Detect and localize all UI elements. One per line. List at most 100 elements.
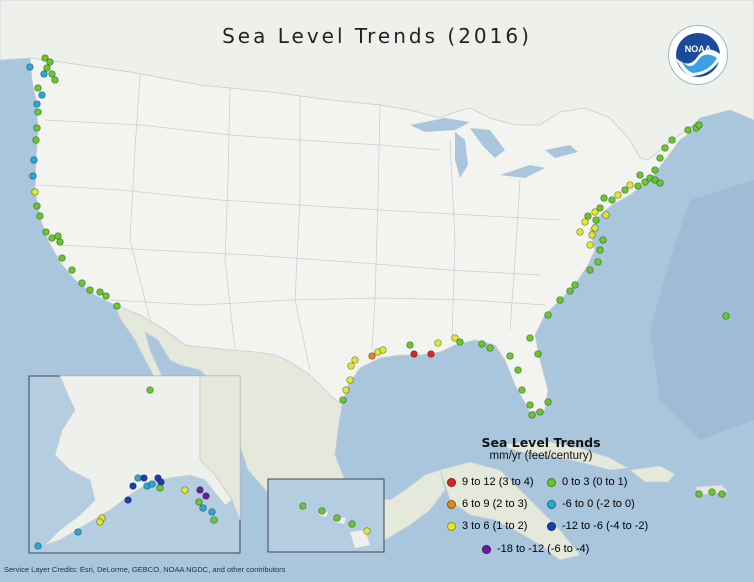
station-marker[interactable] <box>102 292 110 300</box>
station-marker[interactable] <box>54 232 62 240</box>
station-marker[interactable] <box>518 386 526 394</box>
station-marker[interactable] <box>46 58 54 66</box>
station-marker[interactable] <box>722 312 730 320</box>
station-marker[interactable] <box>210 516 218 524</box>
station-marker[interactable] <box>96 518 104 526</box>
station-marker[interactable] <box>599 236 607 244</box>
station-marker[interactable] <box>668 136 676 144</box>
station-marker[interactable] <box>534 350 542 358</box>
station-marker[interactable] <box>148 480 156 488</box>
station-marker[interactable] <box>596 246 604 254</box>
station-marker[interactable] <box>434 339 442 347</box>
station-marker[interactable] <box>626 181 634 189</box>
station-marker[interactable] <box>536 408 544 416</box>
station-marker[interactable] <box>33 100 41 108</box>
station-marker[interactable] <box>506 352 514 360</box>
station-marker[interactable] <box>78 279 86 287</box>
station-marker[interactable] <box>592 216 600 224</box>
station-marker[interactable] <box>348 520 356 528</box>
station-marker[interactable] <box>584 212 592 220</box>
station-marker[interactable] <box>636 171 644 179</box>
station-marker[interactable] <box>156 484 164 492</box>
station-marker[interactable] <box>342 386 350 394</box>
station-marker[interactable] <box>368 352 376 360</box>
station-marker[interactable] <box>544 398 552 406</box>
station-marker[interactable] <box>346 376 354 384</box>
station-marker[interactable] <box>51 76 59 84</box>
station-marker[interactable] <box>199 504 207 512</box>
station-marker[interactable] <box>58 254 66 262</box>
station-marker[interactable] <box>146 386 154 394</box>
station-marker[interactable] <box>566 287 574 295</box>
station-marker[interactable] <box>656 179 664 187</box>
station-marker[interactable] <box>586 241 594 249</box>
station-marker[interactable] <box>456 338 464 346</box>
station-marker[interactable] <box>32 136 40 144</box>
station-marker[interactable] <box>33 124 41 132</box>
station-marker[interactable] <box>113 302 121 310</box>
station-marker[interactable] <box>363 527 371 535</box>
station-marker[interactable] <box>157 478 165 486</box>
station-marker[interactable] <box>48 234 56 242</box>
station-marker[interactable] <box>34 542 42 550</box>
station-marker[interactable] <box>333 514 341 522</box>
station-marker[interactable] <box>581 218 589 226</box>
station-marker[interactable] <box>594 258 602 266</box>
station-marker[interactable] <box>43 64 51 72</box>
station-marker[interactable] <box>86 286 94 294</box>
station-marker[interactable] <box>351 356 359 364</box>
station-marker[interactable] <box>478 340 486 348</box>
station-marker[interactable] <box>695 490 703 498</box>
station-marker[interactable] <box>74 528 82 536</box>
station-marker[interactable] <box>661 144 669 152</box>
station-marker[interactable] <box>656 154 664 162</box>
station-marker[interactable] <box>318 507 326 515</box>
station-marker[interactable] <box>299 502 307 510</box>
station-marker[interactable] <box>596 204 604 212</box>
station-marker[interactable] <box>36 212 44 220</box>
station-marker[interactable] <box>29 172 37 180</box>
station-marker[interactable] <box>586 266 594 274</box>
station-marker[interactable] <box>576 228 584 236</box>
station-marker[interactable] <box>528 411 536 419</box>
station-marker[interactable] <box>124 496 132 504</box>
station-marker[interactable] <box>708 488 716 496</box>
station-marker[interactable] <box>641 178 649 186</box>
station-marker[interactable] <box>544 311 552 319</box>
station-marker[interactable] <box>684 126 692 134</box>
station-marker[interactable] <box>96 288 104 296</box>
station-marker[interactable] <box>40 70 48 78</box>
station-marker[interactable] <box>608 196 616 204</box>
station-marker[interactable] <box>406 341 414 349</box>
station-marker[interactable] <box>514 366 522 374</box>
station-marker[interactable] <box>30 156 38 164</box>
station-marker[interactable] <box>202 492 210 500</box>
station-marker[interactable] <box>651 176 659 184</box>
station-marker[interactable] <box>56 238 64 246</box>
station-marker[interactable] <box>379 346 387 354</box>
station-marker[interactable] <box>410 350 418 358</box>
station-marker[interactable] <box>634 182 642 190</box>
station-marker[interactable] <box>591 224 599 232</box>
station-marker[interactable] <box>718 490 726 498</box>
station-marker[interactable] <box>48 70 56 78</box>
station-marker[interactable] <box>26 63 34 71</box>
station-marker[interactable] <box>602 211 610 219</box>
station-marker[interactable] <box>591 208 599 216</box>
station-marker[interactable] <box>42 228 50 236</box>
station-marker[interactable] <box>600 194 608 202</box>
station-marker[interactable] <box>614 191 622 199</box>
station-marker[interactable] <box>451 334 459 342</box>
station-marker[interactable] <box>41 54 49 62</box>
station-marker[interactable] <box>34 108 42 116</box>
station-marker[interactable] <box>556 296 564 304</box>
station-marker[interactable] <box>140 474 148 482</box>
station-marker[interactable] <box>38 91 46 99</box>
station-marker[interactable] <box>129 482 137 490</box>
station-marker[interactable] <box>526 334 534 342</box>
station-marker[interactable] <box>33 202 41 210</box>
station-marker[interactable] <box>621 186 629 194</box>
station-marker[interactable] <box>34 84 42 92</box>
station-marker[interactable] <box>208 508 216 516</box>
station-marker[interactable] <box>134 474 142 482</box>
